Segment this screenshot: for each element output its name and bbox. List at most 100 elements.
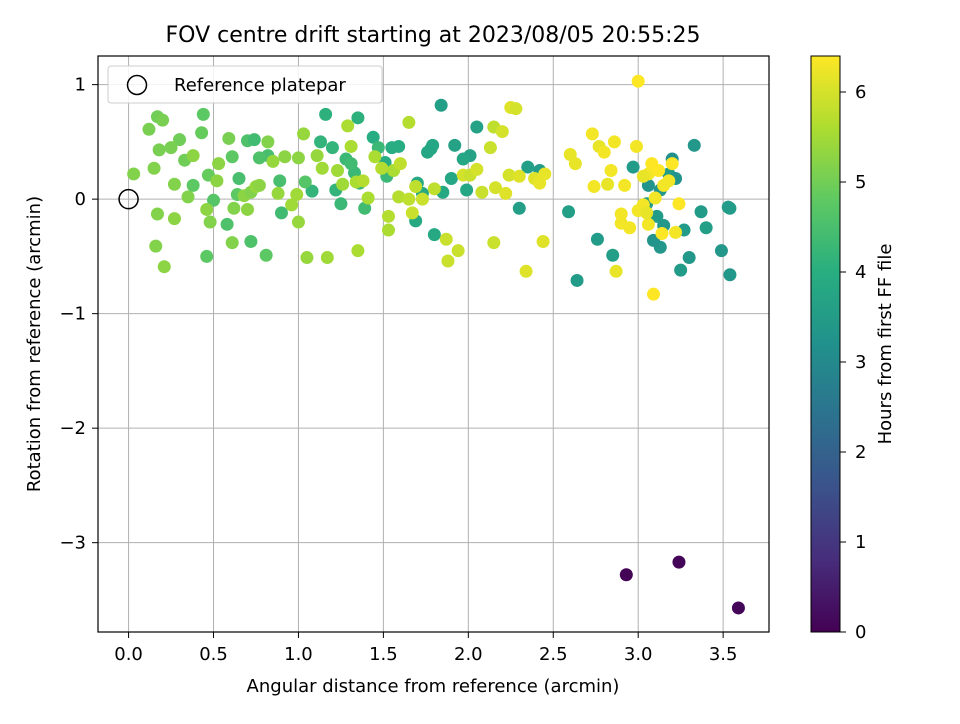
scatter-point	[325, 141, 339, 155]
scatter-point	[604, 164, 618, 178]
scatter-point	[538, 167, 552, 181]
scatter-point	[207, 193, 221, 207]
scatter-point	[149, 239, 163, 253]
scatter-point	[252, 151, 266, 165]
colorbar-tick-label: 5	[855, 172, 866, 193]
scatter-point	[519, 264, 533, 278]
scatter-point	[336, 177, 350, 191]
scatter-point	[300, 251, 314, 265]
x-tick-label: 1.0	[284, 644, 313, 665]
colorbar-label: Hours from first FF file	[875, 244, 896, 445]
scatter-point	[196, 107, 210, 121]
scatter-point	[157, 260, 171, 274]
scatter-point	[487, 236, 501, 250]
scatter-point	[434, 98, 448, 112]
y-tick-label: 0	[75, 189, 86, 210]
scatter-point	[344, 157, 358, 171]
colorbar-tick-label: 1	[855, 532, 866, 553]
scatter-point	[147, 161, 161, 175]
scatter-point	[601, 177, 615, 191]
scatter-point	[310, 149, 324, 163]
scatter-point	[441, 254, 455, 268]
scatter-point	[156, 113, 170, 127]
x-tick-label: 0.0	[114, 644, 143, 665]
scatter-point	[495, 125, 509, 139]
chart-title: FOV centre drift starting at 2023/08/05 …	[166, 23, 701, 48]
x-tick-label: 1.5	[369, 644, 398, 665]
y-tick-label: 1	[75, 75, 86, 96]
scatter-point	[271, 186, 285, 200]
colorbar-tick-label: 0	[855, 622, 866, 643]
y-axis-label: Rotation from reference (arcmin)	[24, 196, 45, 492]
scatter-point	[225, 236, 239, 250]
reference-platepar-marker	[118, 188, 139, 210]
scatter-point	[714, 244, 728, 258]
scatter-point	[358, 201, 372, 215]
scatter-point	[392, 139, 406, 153]
scatter-point	[305, 184, 319, 198]
scatter-point	[631, 74, 645, 88]
scatter-point	[227, 201, 241, 215]
scatter-point	[285, 198, 299, 212]
scatter-point	[252, 178, 266, 192]
scatter-point	[381, 223, 395, 237]
scatter-point	[409, 180, 423, 194]
scatter-point	[570, 273, 584, 287]
y-ticks: −3 −2 −1 0 1	[59, 75, 98, 554]
y-tick-label: −3	[59, 533, 86, 554]
scatter-point	[240, 202, 254, 216]
scatter-point	[536, 235, 550, 249]
scatter-point	[402, 115, 416, 129]
scatter-point	[636, 169, 650, 183]
scatter-point	[641, 217, 655, 231]
scatter-point	[421, 145, 435, 159]
scatter-point	[456, 152, 470, 166]
scatter-point	[232, 172, 246, 186]
scatter-point	[375, 161, 389, 175]
scatter-point	[427, 182, 441, 196]
scatter-point	[590, 232, 604, 246]
scatter-point	[448, 138, 462, 152]
scatter-point	[427, 228, 441, 242]
scatter-point	[618, 178, 632, 192]
scatter-point	[366, 130, 380, 144]
scatter-point	[356, 174, 370, 188]
scatter-point	[291, 151, 305, 165]
scatter-point	[451, 244, 465, 258]
x-ticks: 0.0 0.5 1.0 1.5 2.0 2.5 3.0 3.5	[114, 632, 737, 665]
scatter-point	[152, 143, 166, 157]
scatter-point	[314, 135, 328, 149]
scatter-point	[483, 141, 497, 155]
legend-marker	[126, 74, 148, 96]
scatter-point	[619, 568, 633, 582]
x-tick-label: 0.5	[199, 644, 228, 665]
scatter-point	[402, 192, 416, 206]
scatter-point	[244, 235, 258, 249]
plot-frame	[97, 55, 770, 633]
scatter-point	[460, 183, 474, 197]
scatter-point	[475, 185, 489, 199]
scatter-point	[150, 207, 164, 221]
scatter-point	[512, 169, 526, 183]
scatter-point	[655, 226, 669, 240]
scatter-point	[331, 164, 345, 178]
scatter-point	[597, 145, 611, 159]
scatter-point	[585, 127, 599, 141]
scatter-point	[261, 135, 275, 149]
scatter-point	[687, 138, 701, 152]
scatter-point	[203, 215, 217, 229]
scatter-point	[723, 268, 737, 282]
scatter-point	[334, 197, 348, 211]
scatter-point	[662, 174, 676, 188]
scatter-point	[521, 160, 535, 174]
scatter-point	[351, 111, 365, 125]
scatter-point	[200, 249, 214, 263]
data-points	[118, 74, 745, 615]
colorbar-ticks: 0 1 2 3 4 5 6	[840, 82, 866, 643]
scatter-point	[444, 172, 458, 186]
scatter-point	[212, 157, 226, 171]
scatter-point	[568, 157, 582, 171]
scatter-point	[470, 162, 484, 176]
y-tick-label: −2	[59, 418, 86, 439]
scatter-point	[290, 188, 304, 202]
